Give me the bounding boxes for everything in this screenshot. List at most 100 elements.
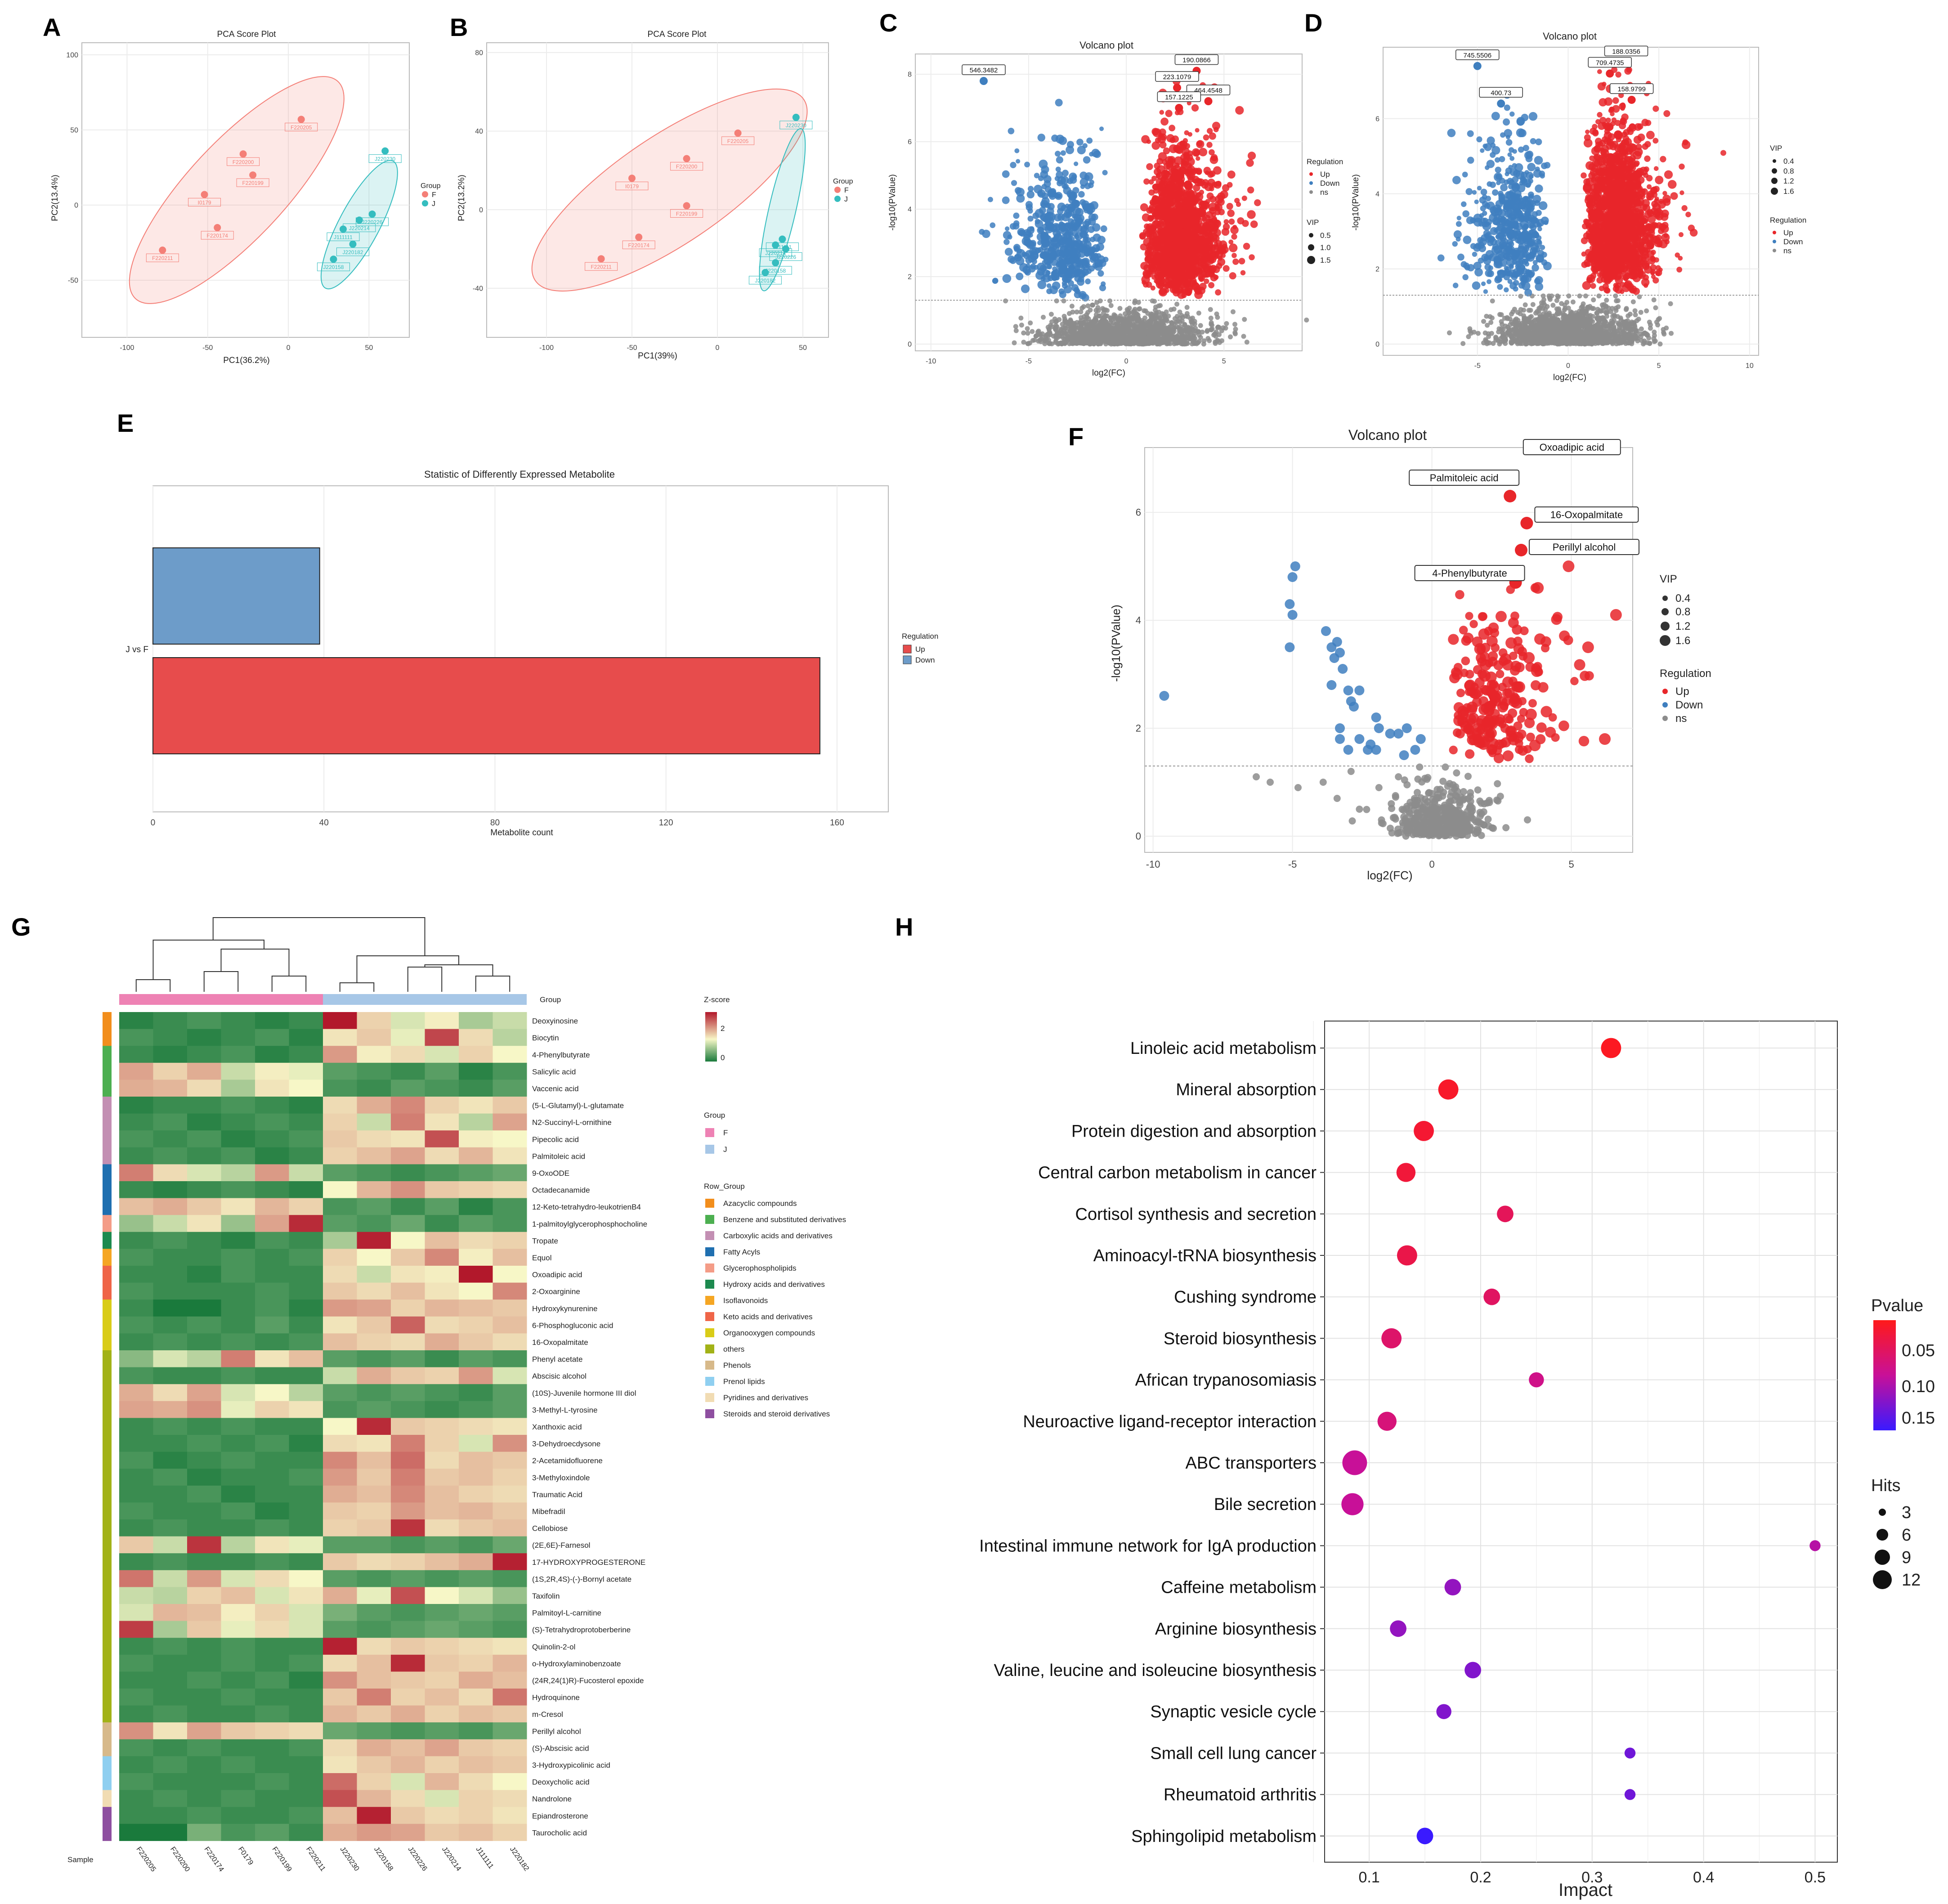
c-point-ns bbox=[1046, 340, 1052, 346]
c-point-up bbox=[1169, 285, 1178, 294]
c-point-ns bbox=[1154, 331, 1159, 336]
b-y-tick-label: 40 bbox=[475, 128, 483, 135]
panel-b-legend-j: J bbox=[844, 196, 848, 203]
c-point-down bbox=[1002, 274, 1012, 283]
panel-c-legend-vip-2-label: 1.0 bbox=[1320, 243, 1331, 252]
c-point-ns bbox=[1079, 305, 1085, 311]
b-point-j bbox=[761, 269, 769, 276]
c-point-up bbox=[1246, 159, 1254, 167]
c-point-down bbox=[1008, 127, 1015, 134]
d-point-ns bbox=[1555, 310, 1560, 315]
c-point-down bbox=[1097, 270, 1104, 277]
panel-c-volcano: Volcano plot 546.3482190.0866223.1079464… bbox=[888, 40, 1343, 378]
b-point-label-box bbox=[769, 252, 802, 261]
c-point-ns bbox=[1201, 341, 1206, 347]
c-point-up bbox=[1215, 180, 1222, 187]
c-point-up bbox=[1187, 208, 1194, 216]
panel-b-xlabel: PC1(39%) bbox=[638, 351, 677, 361]
c-point-up bbox=[1180, 259, 1188, 267]
c-point-up bbox=[1230, 226, 1239, 234]
a-point-label-box bbox=[146, 253, 179, 262]
c-point-up bbox=[1229, 272, 1236, 280]
d-point-ns bbox=[1570, 299, 1576, 305]
c-point-up bbox=[1208, 282, 1215, 289]
c-point-up bbox=[1195, 128, 1200, 133]
d-point-ns bbox=[1626, 340, 1631, 346]
c-point-up bbox=[1140, 203, 1148, 211]
panel-d-title: Volcano plot bbox=[1543, 31, 1597, 42]
c-point-down bbox=[1082, 264, 1090, 271]
c-point-ns bbox=[1087, 319, 1092, 325]
a-point-j bbox=[368, 210, 376, 218]
c-point-down bbox=[1056, 156, 1063, 164]
d-point-ns bbox=[1615, 298, 1621, 303]
c-point-down bbox=[1005, 226, 1010, 231]
c-point-up bbox=[1205, 211, 1213, 219]
c-point-ns bbox=[1088, 329, 1093, 335]
panel-a-ylabel: PC2(13.4%) bbox=[50, 175, 60, 221]
a-point-label-box bbox=[327, 232, 360, 241]
b-point-f bbox=[734, 129, 742, 137]
c-point-up bbox=[1157, 199, 1163, 205]
a-point-label: J220182 bbox=[342, 249, 363, 255]
panel-b-pca: PCA Score Plot F220205F220200I0179F22019… bbox=[457, 30, 853, 361]
a-point-label-box bbox=[236, 178, 269, 187]
a-confidence-ellipse-j bbox=[320, 160, 398, 290]
c-point-down bbox=[1068, 231, 1074, 237]
d-point-ns bbox=[1644, 308, 1649, 314]
c-point-ns bbox=[1078, 309, 1084, 315]
a-point-label-box bbox=[368, 154, 402, 163]
a-point-f bbox=[297, 116, 305, 123]
c-point-down bbox=[1081, 200, 1090, 209]
c-point-up bbox=[1190, 237, 1196, 242]
d-point-ns bbox=[1538, 327, 1543, 332]
c-y-tick-label: 8 bbox=[908, 71, 912, 79]
c-point-down bbox=[1022, 265, 1031, 274]
c-point-up bbox=[1212, 121, 1221, 130]
c-point-ns bbox=[1107, 298, 1113, 304]
d-point-ns bbox=[1668, 301, 1673, 306]
panel-c-legend-dot-up bbox=[1309, 172, 1313, 176]
b-point-label-box bbox=[779, 121, 813, 130]
d-point-ns bbox=[1550, 303, 1556, 308]
c-point-ns bbox=[1169, 321, 1175, 327]
c-point-down bbox=[1004, 247, 1013, 256]
c-point-up bbox=[1219, 240, 1227, 249]
d-point-ns bbox=[1518, 311, 1523, 317]
d-point-ns bbox=[1467, 326, 1473, 332]
c-point-down bbox=[1029, 247, 1037, 255]
c-point-down bbox=[992, 278, 999, 284]
a-y-tick-label: 0 bbox=[74, 202, 78, 210]
c-point-up bbox=[1196, 156, 1200, 161]
d-point-ns bbox=[1460, 341, 1466, 346]
c-point-up bbox=[1144, 249, 1153, 258]
panel-letter-f: F bbox=[1068, 422, 1084, 451]
c-point-down bbox=[1088, 226, 1095, 233]
d-point-ns bbox=[1600, 315, 1605, 320]
c-point-up bbox=[1174, 162, 1180, 168]
c-point-ns bbox=[1192, 318, 1197, 324]
a-confidence-ellipse-f bbox=[129, 76, 345, 304]
c-point-ns bbox=[1085, 303, 1091, 309]
c-point-down bbox=[1037, 240, 1042, 246]
c-point-up bbox=[1226, 203, 1233, 210]
c-point-ns bbox=[1233, 327, 1238, 332]
c-point-down bbox=[1027, 186, 1034, 192]
c-point-down bbox=[1088, 182, 1094, 188]
c-point-down bbox=[1074, 234, 1079, 240]
d-point-ns bbox=[1616, 304, 1621, 309]
d-point-ns bbox=[1545, 304, 1550, 309]
panel-letter-e: E bbox=[117, 409, 134, 437]
c-point-down bbox=[1013, 212, 1020, 219]
d-point-ns bbox=[1648, 326, 1653, 331]
panel-b-title: PCA Score Plot bbox=[648, 30, 707, 39]
c-point-down bbox=[1093, 150, 1101, 158]
panel-d-plot-area bbox=[1383, 47, 1759, 356]
c-point-ns bbox=[1097, 327, 1103, 332]
panel-c-legend-dot-ns bbox=[1309, 190, 1313, 194]
b-x-tick-label: 0 bbox=[716, 344, 720, 352]
c-point-ns bbox=[1244, 340, 1249, 345]
c-point-ns bbox=[1157, 314, 1162, 320]
c-point-up bbox=[1214, 225, 1219, 230]
d-point-ns bbox=[1623, 307, 1629, 312]
